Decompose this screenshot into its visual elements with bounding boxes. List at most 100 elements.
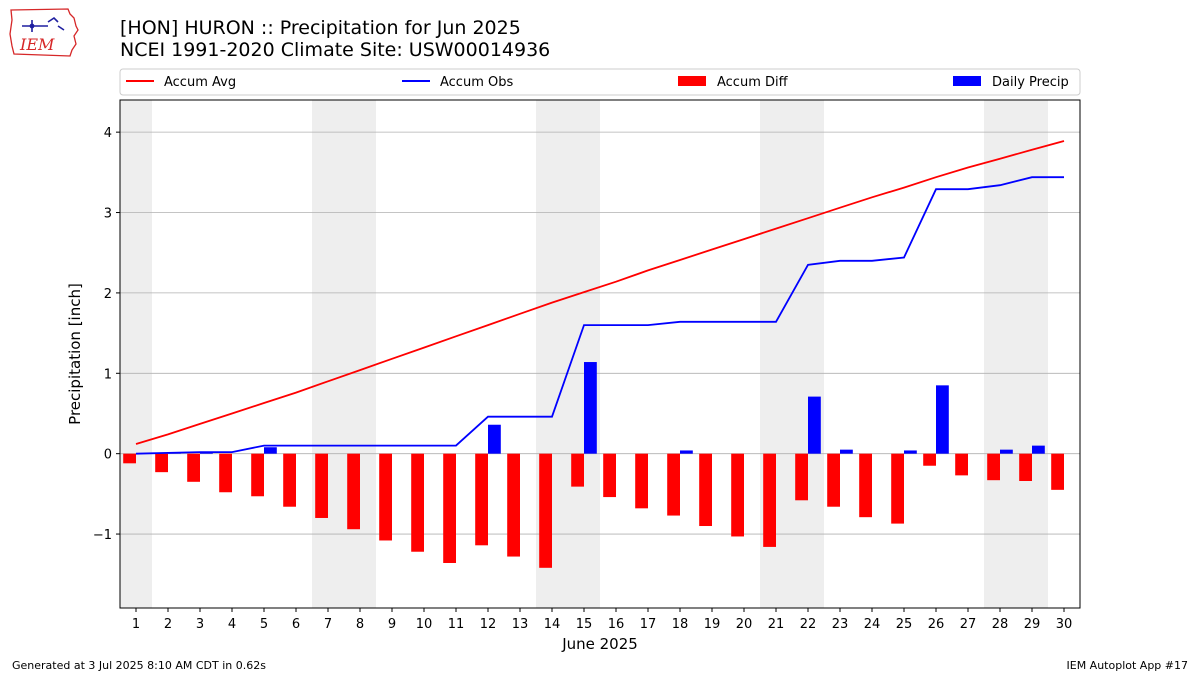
x-axis-label: June 2025	[561, 635, 638, 653]
accum-diff-bar	[923, 453, 936, 466]
y-tick-label: 2	[104, 287, 112, 302]
accum-diff-bar	[411, 453, 424, 552]
weekend-shading	[120, 100, 1048, 608]
x-tick-label: 3	[196, 617, 204, 632]
x-tick-label: 20	[736, 617, 753, 632]
accum-diff-bar	[187, 453, 200, 482]
y-gridlines	[120, 131, 1080, 535]
accum-diff-bar	[443, 453, 456, 563]
x-tick-label: 2	[164, 617, 172, 632]
accum-diff-bar	[507, 453, 520, 557]
logo-text: IEM	[19, 35, 55, 54]
x-tick-label: 18	[672, 617, 689, 632]
legend-swatch-daily-precip	[953, 76, 981, 86]
accum-obs-line	[135, 176, 1064, 455]
daily-precip-bar	[808, 396, 821, 454]
accum-diff-bar	[699, 453, 712, 527]
daily-precip-bar	[1032, 445, 1045, 454]
accum-diff-bar	[763, 453, 776, 547]
x-tick-label: 30	[1056, 617, 1073, 632]
x-tick-label: 9	[388, 617, 396, 632]
accum-diff-bar	[219, 453, 232, 493]
legend-swatch-accum-diff	[678, 76, 706, 86]
accum-diff-bar	[347, 453, 360, 530]
accum-avg-line	[135, 140, 1065, 445]
accum-diff-bar	[251, 453, 264, 497]
x-tick-label: 24	[864, 617, 881, 632]
daily-precip-bar	[264, 447, 277, 454]
x-tick-label: 5	[260, 617, 268, 632]
x-tick-label: 4	[228, 617, 236, 632]
daily-precip-bar	[1000, 449, 1013, 454]
accum-diff-bar	[731, 453, 744, 537]
accum-diff-bar	[603, 453, 616, 498]
x-tick-label: 23	[832, 617, 849, 632]
daily-precip-bar	[200, 452, 213, 454]
daily-precip-bar	[488, 424, 501, 454]
accum-diff-bar	[123, 453, 136, 464]
daily-precip-bar	[840, 449, 853, 454]
legend-label-accum-avg: Accum Avg	[164, 75, 236, 90]
daily-precip-bar	[936, 385, 949, 454]
accum-diff-bar	[987, 453, 1000, 481]
accum-diff-bar	[379, 453, 392, 541]
legend-label-accum-obs: Accum Obs	[440, 75, 513, 90]
accum-diff-bar	[1019, 453, 1032, 481]
x-tick-label: 26	[928, 617, 945, 632]
lines	[135, 140, 1065, 455]
accum-diff-bar	[891, 453, 904, 524]
x-tick-label: 29	[1024, 617, 1041, 632]
legend: Accum Avg Accum Obs Accum Diff Daily Pre…	[119, 68, 1081, 96]
accum-diff-bar	[1051, 453, 1064, 490]
weekend-band-0	[120, 100, 152, 608]
app-credit: IEM Autoplot App #17	[1066, 659, 1189, 672]
daily-precip-bar	[680, 450, 693, 454]
x-tick-label: 16	[608, 617, 625, 632]
x-tick-label: 6	[292, 617, 300, 632]
legend-frame	[119, 68, 1081, 96]
y-tick-label: −1	[93, 528, 112, 543]
accum-diff-bar	[635, 453, 648, 509]
y-tick-label: 1	[104, 367, 112, 382]
y-axis-label: Precipitation [inch]	[66, 283, 84, 425]
accum-diff-bar	[571, 453, 584, 487]
accum-diff-bar	[827, 453, 840, 507]
x-tick-label: 7	[324, 617, 332, 632]
x-tick-label: 8	[356, 617, 364, 632]
station-dot-icon	[29, 23, 35, 29]
generated-timestamp: Generated at 3 Jul 2025 8:10 AM CDT in 0…	[12, 659, 266, 672]
legend-label-daily-precip: Daily Precip	[992, 75, 1069, 90]
daily-precip-bar	[584, 362, 597, 454]
y-tick-label: 0	[104, 448, 112, 463]
x-tick-label: 14	[544, 617, 561, 632]
x-tick-label: 27	[960, 617, 977, 632]
x-tick-label: 19	[704, 617, 721, 632]
x-tick-label: 17	[640, 617, 657, 632]
accum-diff-bar	[955, 453, 968, 476]
accum-diff-bar	[859, 453, 872, 518]
accum-diff-bar	[155, 453, 168, 473]
accum-diff-bar	[539, 453, 552, 568]
y-tick-label: 3	[104, 207, 112, 222]
x-tick-label: 15	[576, 617, 593, 632]
x-tick-label: 1	[132, 617, 140, 632]
x-tick-label: 11	[448, 617, 465, 632]
accum-diff-bar	[315, 453, 328, 518]
accum-diff-bar	[283, 453, 296, 507]
x-tick-label: 25	[896, 617, 913, 632]
plot-frame	[119, 99, 1081, 609]
x-tick-label: 12	[480, 617, 497, 632]
x-tick-label: 10	[416, 617, 433, 632]
x-tick-label: 21	[768, 617, 785, 632]
daily-precip-bar	[904, 450, 917, 454]
accum-diff-bar	[667, 453, 680, 516]
x-tick-label: 28	[992, 617, 1009, 632]
chart-title: [HON] HURON :: Precipitation for Jun 202…	[120, 17, 521, 39]
iowa-outline-icon	[9, 8, 79, 57]
x-tick-label: 22	[800, 617, 817, 632]
y-tick-label: 4	[104, 126, 112, 141]
weekend-band-1	[312, 100, 376, 608]
legend-label-accum-diff: Accum Diff	[717, 75, 789, 90]
